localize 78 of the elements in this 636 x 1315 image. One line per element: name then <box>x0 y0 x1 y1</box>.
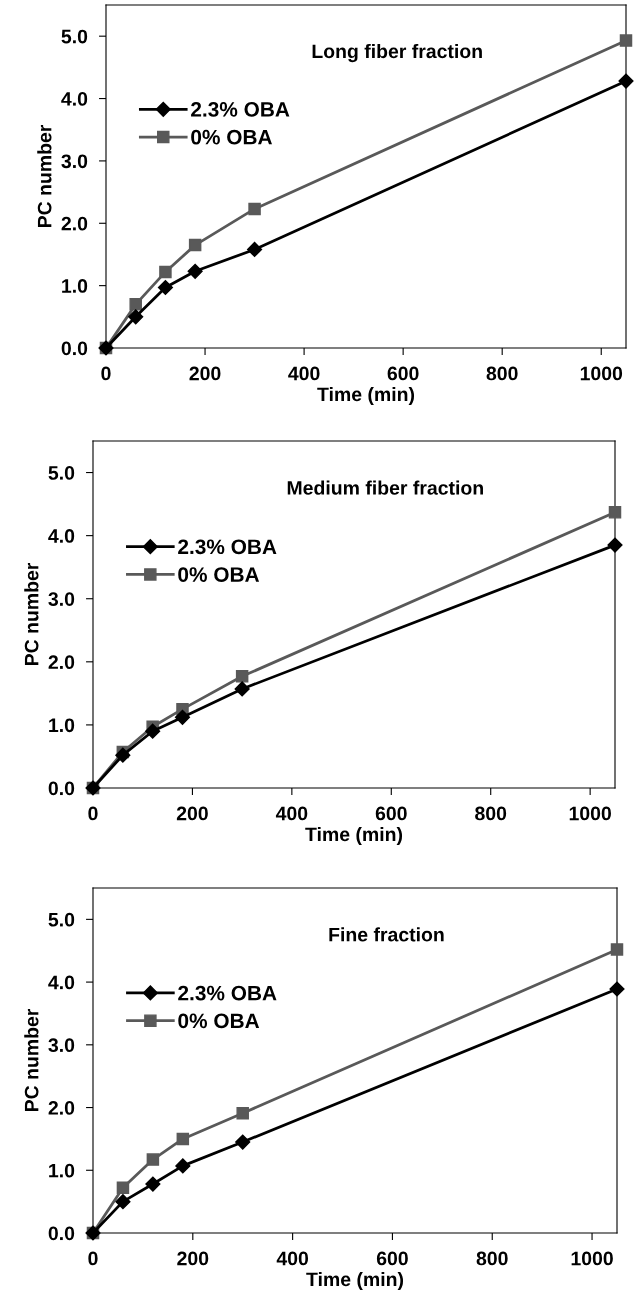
y-tick-label: 5.0 <box>48 466 75 480</box>
point <box>115 747 131 763</box>
y-tick-label: 0.0 <box>48 781 75 796</box>
x-tick-label: 400 <box>275 806 308 821</box>
x-tick-label: 1000 <box>569 806 611 821</box>
y-tick-label: 2.0 <box>48 1101 75 1115</box>
y-tick-label: 5.0 <box>61 29 88 44</box>
x-tick-label: 600 <box>376 1251 408 1266</box>
x-tick-label: 600 <box>375 806 407 821</box>
x-tick-label: 200 <box>176 806 208 821</box>
legend-label: 0% OBA <box>178 1013 260 1029</box>
point <box>129 298 142 311</box>
point <box>187 263 203 279</box>
text: Fine fraction <box>329 927 444 942</box>
y-tick-label: 1.0 <box>62 279 88 293</box>
y-axis-title: PC number <box>24 562 39 666</box>
point <box>234 681 250 697</box>
point <box>608 506 622 519</box>
y-axis-title: PC number <box>37 124 52 228</box>
point <box>115 1194 131 1210</box>
point <box>116 1181 130 1195</box>
point <box>248 202 261 216</box>
y-tick-label: 5.0 <box>48 912 75 927</box>
point <box>618 73 634 89</box>
point <box>128 309 144 325</box>
x-tick-label: 400 <box>288 366 320 381</box>
legend-label: 2.3% OBA <box>178 985 277 1001</box>
point <box>619 34 633 47</box>
x-tick-label: 400 <box>276 1251 309 1266</box>
y-tick-label: 2.0 <box>48 655 75 670</box>
point <box>188 238 202 252</box>
point <box>145 1176 161 1192</box>
y-tick-label: 4.0 <box>48 975 75 990</box>
point <box>610 943 624 956</box>
y-tick-label: 1.0 <box>49 1163 75 1178</box>
point <box>159 265 172 279</box>
x-tick-label: 1000 <box>580 366 623 381</box>
x-axis-title: Time (min) <box>306 1271 404 1291</box>
y-tick-label: 4.0 <box>61 92 88 106</box>
legend-label: 2.3% OBA <box>191 102 290 117</box>
y-tick-label: 0.0 <box>61 341 88 356</box>
x-tick-label: 200 <box>177 1251 209 1266</box>
x-axis-title: Time (min) <box>317 386 415 406</box>
text: Long fiber fraction <box>312 43 482 63</box>
legend-label: 0% OBA <box>191 129 272 145</box>
text: Medium fiber fraction <box>287 480 483 495</box>
point <box>145 723 161 739</box>
point <box>247 241 263 258</box>
x-tick-label: 800 <box>475 806 507 821</box>
x-tick-label: 800 <box>476 1251 508 1266</box>
point <box>609 981 625 997</box>
point <box>146 1153 160 1166</box>
y-tick-label: 1.0 <box>49 718 75 733</box>
point <box>607 537 623 553</box>
y-tick-label: 3.0 <box>61 154 88 169</box>
x-tick-label: 1000 <box>571 1251 613 1266</box>
x-tick-label: 0 <box>88 806 98 821</box>
point <box>235 1134 251 1150</box>
point <box>176 1132 190 1146</box>
x-tick-label: 600 <box>387 366 419 381</box>
y-tick-label: 3.0 <box>48 592 75 606</box>
y-tick-label: 0.0 <box>48 1226 75 1241</box>
legend-label: 0% OBA <box>178 567 260 582</box>
x-tick-label: 800 <box>486 366 518 381</box>
x-tick-label: 0 <box>101 366 111 381</box>
point <box>235 670 249 683</box>
x-axis-title: Time (min) <box>305 826 403 846</box>
x-tick-label: 0 <box>88 1251 98 1266</box>
y-tick-label: 3.0 <box>48 1038 75 1053</box>
x-tick-label: 200 <box>189 366 221 381</box>
point <box>174 709 191 725</box>
y-tick-label: 2.0 <box>61 216 88 231</box>
legend-label: 2.3% OBA <box>178 539 277 555</box>
y-axis-title: PC number <box>24 1008 39 1112</box>
y-tick-label: 4.0 <box>48 529 75 543</box>
point <box>236 1106 249 1120</box>
point <box>157 279 173 296</box>
point <box>175 1158 191 1174</box>
